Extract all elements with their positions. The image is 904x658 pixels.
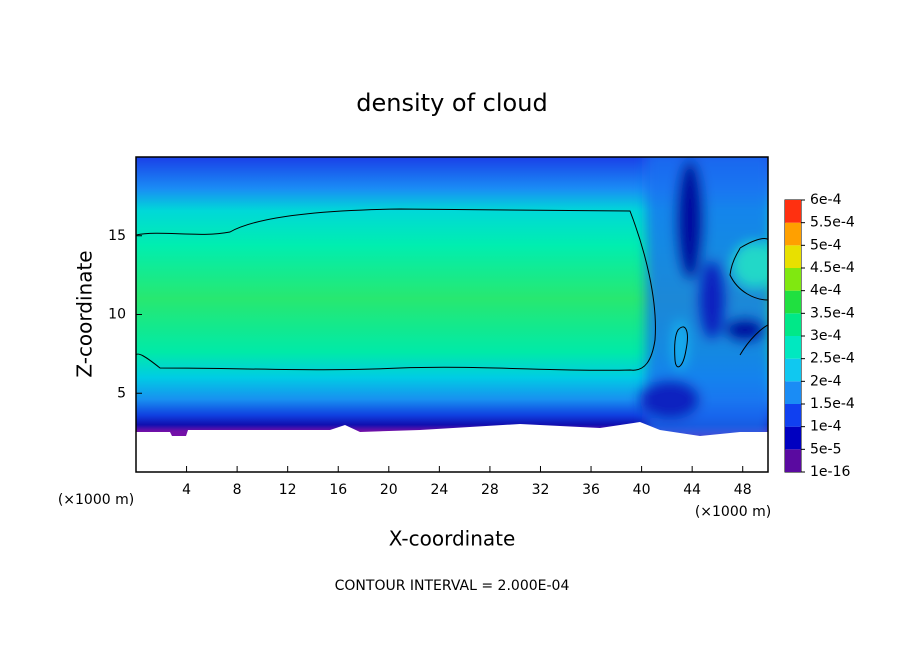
- colorbar-label: 6e-4: [810, 192, 842, 208]
- colorbar-label: 1e-4: [810, 419, 842, 435]
- colorbar-band: [785, 381, 801, 404]
- colorbar-band: [785, 268, 801, 291]
- y-tick-label: 5: [117, 385, 126, 401]
- colorbar-label: 3.5e-4: [810, 305, 855, 321]
- x-tick-label: 48: [734, 482, 752, 498]
- colorbar-label: 5e-5: [810, 441, 841, 457]
- colorbar-band: [785, 313, 801, 336]
- x-tick-label: 28: [481, 482, 499, 498]
- x-tick-label: 20: [380, 482, 398, 498]
- x-unit-label: (×1000 m): [695, 504, 771, 520]
- colorbar-label: 2e-4: [810, 373, 842, 389]
- contour-field: [136, 157, 768, 472]
- colorbar-label: 1.5e-4: [810, 396, 855, 412]
- x-tick-label: 44: [683, 482, 701, 498]
- x-tick-label: 24: [430, 482, 448, 498]
- colorbar-band: [785, 245, 801, 268]
- colorbar-band: [785, 449, 801, 472]
- y-tick-label: 10: [108, 307, 126, 323]
- x-tick-label: 4: [182, 482, 191, 498]
- x-unit-label: (×1000 m): [58, 492, 134, 508]
- colorbar-label: 3e-4: [810, 328, 842, 344]
- colorbar-band: [785, 336, 801, 359]
- colorbar-band: [785, 222, 801, 246]
- y-tick-label: 15: [108, 228, 126, 244]
- x-tick-label: 40: [633, 482, 651, 498]
- colorbar-band: [785, 404, 801, 427]
- x-tick-label: 16: [329, 482, 347, 498]
- annotation: CONTOUR INTERVAL = 2.000E-04: [335, 578, 570, 594]
- x-tick-label: 32: [532, 482, 550, 498]
- chart-title: density of cloud: [356, 89, 547, 117]
- colorbar-band: [785, 358, 801, 382]
- x-axis-label: X-coordinate: [389, 527, 516, 551]
- colorbar-label: 2.5e-4: [810, 351, 855, 367]
- colorbar-band: [785, 426, 801, 450]
- x-tick-label: 8: [233, 482, 242, 498]
- colorbar-label: 5e-4: [810, 237, 842, 253]
- colorbar-label: 1e-16: [810, 464, 850, 480]
- x-tick-label: 36: [582, 482, 600, 498]
- x-tick-label: 12: [279, 482, 297, 498]
- colorbar-label: 4e-4: [810, 283, 842, 299]
- colorbar-band: [785, 200, 801, 223]
- colorbar-band: [785, 290, 801, 314]
- colorbar-label: 4.5e-4: [810, 260, 855, 276]
- y-axis-label: Z-coordinate: [73, 250, 97, 377]
- colorbar-label: 5.5e-4: [810, 215, 855, 231]
